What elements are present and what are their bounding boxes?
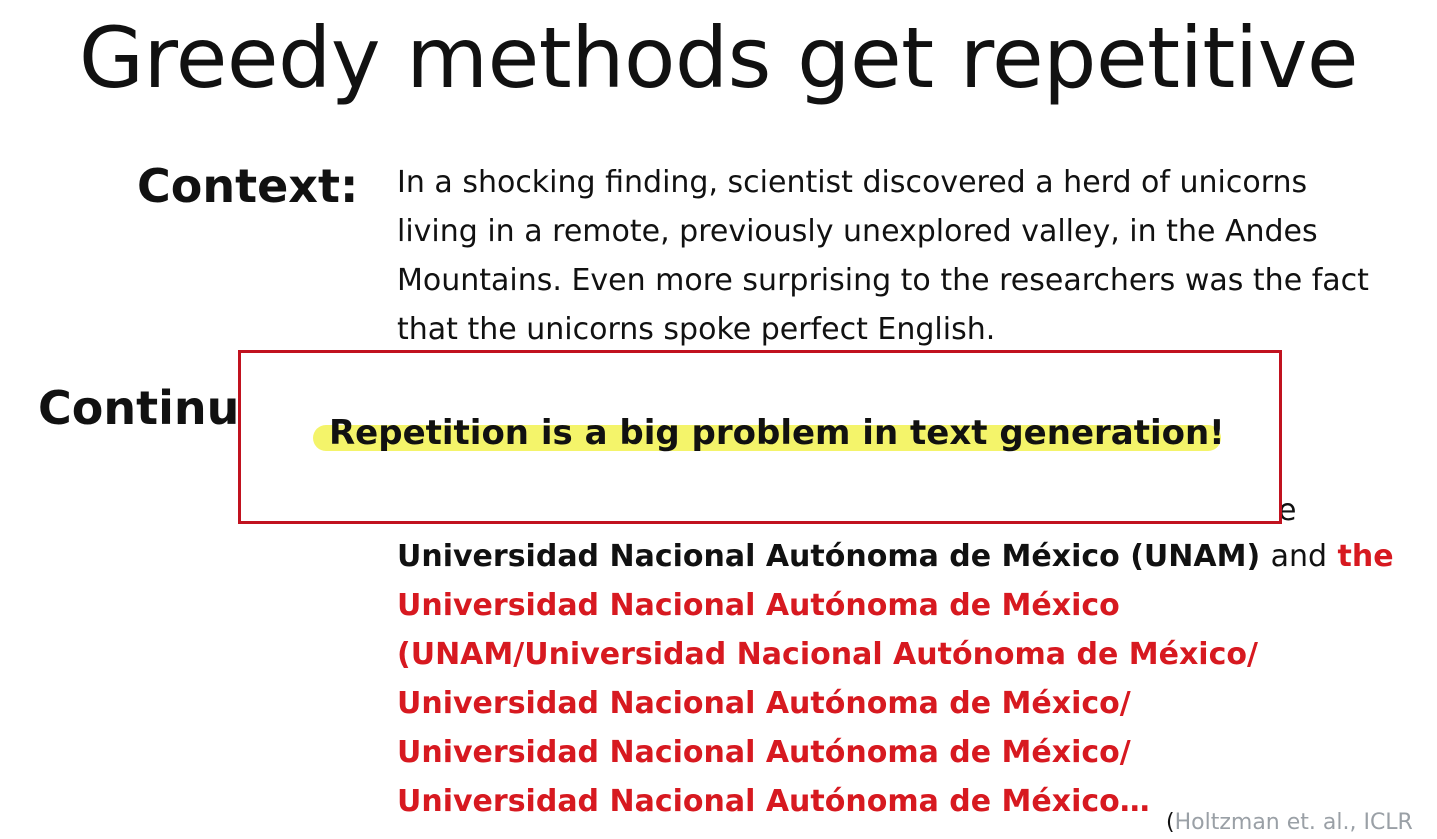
continuation-repeat-line: Universidad Nacional Autónoma de México/ bbox=[397, 735, 1131, 770]
continuation-repeat-line: Universidad Nacional Autónoma de México bbox=[397, 588, 1120, 623]
context-line: living in a remote, previously unexplore… bbox=[397, 214, 1318, 249]
callout-box: Repetition is a big problem in text gene… bbox=[238, 350, 1282, 524]
context-line: Mountains. Even more surprising to the r… bbox=[397, 263, 1369, 298]
continuation-paragraph: Universidad Nacional Autónoma de México … bbox=[397, 532, 1427, 826]
continuation-label: Continua bbox=[38, 381, 271, 435]
continuation-repeat-line: Universidad Nacional Autónoma de México… bbox=[397, 784, 1150, 819]
continuation-line: Universidad Nacional Autónoma de México … bbox=[397, 532, 1427, 581]
context-line: that the unicorns spoke perfect English. bbox=[397, 312, 996, 347]
context-paragraph: In a shocking finding, scientist discove… bbox=[397, 158, 1427, 354]
citation-paren: ( bbox=[1166, 810, 1175, 835]
slide-title: Greedy methods get repetitive bbox=[78, 9, 1359, 107]
continuation-and-text: and bbox=[1270, 539, 1328, 574]
citation: (Holtzman et. al., ICLR bbox=[1166, 808, 1413, 838]
callout-highlight bbox=[313, 425, 1221, 451]
continuation-red-text: the bbox=[1337, 539, 1394, 574]
context-label: Context: bbox=[137, 159, 359, 213]
citation-text: Holtzman et. al., ICLR bbox=[1174, 810, 1413, 835]
continuation-repeat-line: Universidad Nacional Autónoma de México/ bbox=[397, 686, 1131, 721]
continuation-bold-text: Universidad Nacional Autónoma de México … bbox=[397, 539, 1261, 574]
continuation-peek-char: e bbox=[1278, 493, 1297, 528]
continuation-repeat-line: (UNAM/Universidad Nacional Autónoma de M… bbox=[397, 637, 1258, 672]
callout-text: Repetition is a big problem in text gene… bbox=[329, 413, 1225, 453]
context-line: In a shocking finding, scientist discove… bbox=[397, 165, 1308, 200]
